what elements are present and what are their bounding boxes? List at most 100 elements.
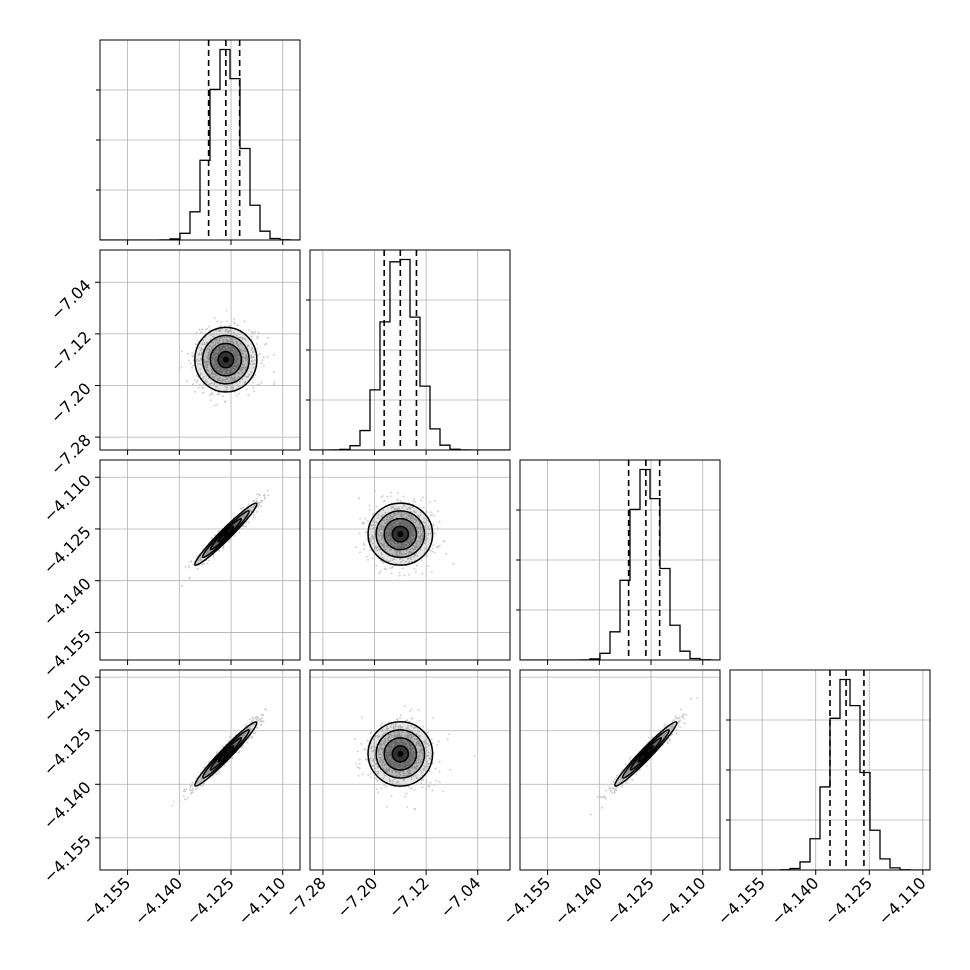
sample-point	[214, 542, 217, 545]
y-tick-label: −4.140	[40, 778, 95, 833]
sample-point	[417, 740, 419, 743]
sample-point	[385, 768, 388, 771]
sample-point	[380, 552, 383, 555]
sample-point	[189, 362, 192, 364]
sample-point	[212, 356, 214, 359]
sample-point	[250, 360, 253, 363]
sample-point	[242, 506, 245, 509]
sample-point	[416, 540, 419, 543]
sample-point	[358, 532, 361, 535]
y-tick-label: −4.110	[40, 471, 95, 526]
sample-point	[384, 511, 387, 514]
sample-point	[422, 754, 424, 757]
sample-point	[437, 740, 440, 743]
sample-point	[389, 516, 391, 519]
sample-point	[386, 806, 388, 808]
sample-point	[418, 730, 421, 732]
sample-point	[201, 328, 204, 331]
sample-point	[196, 358, 199, 361]
sample-point	[272, 370, 275, 373]
sample-point	[198, 558, 201, 561]
sample-point	[241, 336, 244, 339]
sample-point	[211, 341, 214, 344]
sample-point	[232, 367, 234, 370]
sample-point	[417, 756, 419, 758]
sample-point	[260, 381, 263, 384]
sample-point	[364, 517, 367, 520]
sample-point	[192, 791, 194, 794]
sample-point	[399, 551, 401, 554]
sample-point	[374, 526, 376, 529]
sample-point	[370, 524, 373, 527]
sample-point	[215, 363, 218, 366]
sample-point	[406, 522, 409, 525]
sample-point	[391, 553, 394, 556]
sample-point	[199, 383, 201, 386]
sample-point	[194, 390, 196, 393]
sample-point	[382, 741, 385, 744]
sample-point	[267, 494, 270, 496]
sample-point	[249, 725, 252, 728]
sample-point	[258, 503, 261, 506]
sample-point	[399, 766, 402, 768]
sample-point	[409, 532, 412, 535]
sample-point	[391, 515, 393, 518]
sample-point	[404, 719, 407, 722]
sample-point	[227, 381, 230, 383]
sample-point	[394, 734, 396, 736]
sample-point	[425, 509, 428, 512]
sample-point	[448, 733, 451, 736]
sample-point	[417, 526, 420, 529]
sample-point	[416, 765, 419, 768]
sample-point	[236, 343, 239, 346]
sample-point	[383, 567, 386, 570]
sample-point	[245, 355, 248, 358]
sample-point	[433, 783, 436, 786]
sample-point	[415, 738, 418, 741]
sample-point	[422, 764, 425, 767]
sample-point	[373, 554, 376, 557]
sample-point	[200, 331, 203, 334]
sample-point	[381, 561, 384, 563]
sample-point	[213, 366, 216, 368]
sample-point	[252, 366, 255, 369]
sample-point	[418, 755, 421, 758]
sample-point	[407, 748, 410, 751]
sample-point	[424, 766, 426, 768]
sample-point	[246, 357, 249, 360]
sample-point	[392, 725, 395, 728]
sample-point	[374, 524, 376, 527]
sample-point	[203, 782, 205, 785]
sample-point	[234, 379, 237, 381]
sample-point	[395, 551, 398, 554]
sample-point	[233, 353, 236, 355]
sample-point	[227, 349, 229, 352]
sample-point	[213, 376, 215, 379]
sample-point	[406, 806, 409, 808]
sample-point	[399, 558, 401, 561]
sample-point	[397, 731, 399, 733]
histogram-step-1	[310, 258, 510, 450]
sample-point	[180, 350, 183, 353]
sample-point	[432, 752, 435, 755]
sample-point	[250, 506, 253, 509]
sample-point	[384, 740, 387, 742]
sample-point	[404, 521, 407, 524]
sample-point	[372, 512, 375, 515]
sample-point	[403, 779, 406, 781]
sample-point	[407, 558, 409, 561]
sample-point	[390, 491, 393, 494]
sample-point	[241, 371, 244, 374]
sample-point	[419, 744, 422, 747]
x-tick-label: −7.20	[333, 873, 381, 921]
sample-point	[192, 364, 195, 367]
sample-point	[397, 523, 400, 525]
sample-point	[669, 739, 671, 742]
sample-point	[419, 511, 422, 514]
sample-point	[398, 524, 401, 526]
sample-point	[230, 337, 233, 340]
sample-point	[215, 342, 217, 344]
sample-point	[402, 779, 404, 781]
y-tick-label: −4.155	[40, 626, 95, 681]
sample-point	[384, 549, 387, 551]
